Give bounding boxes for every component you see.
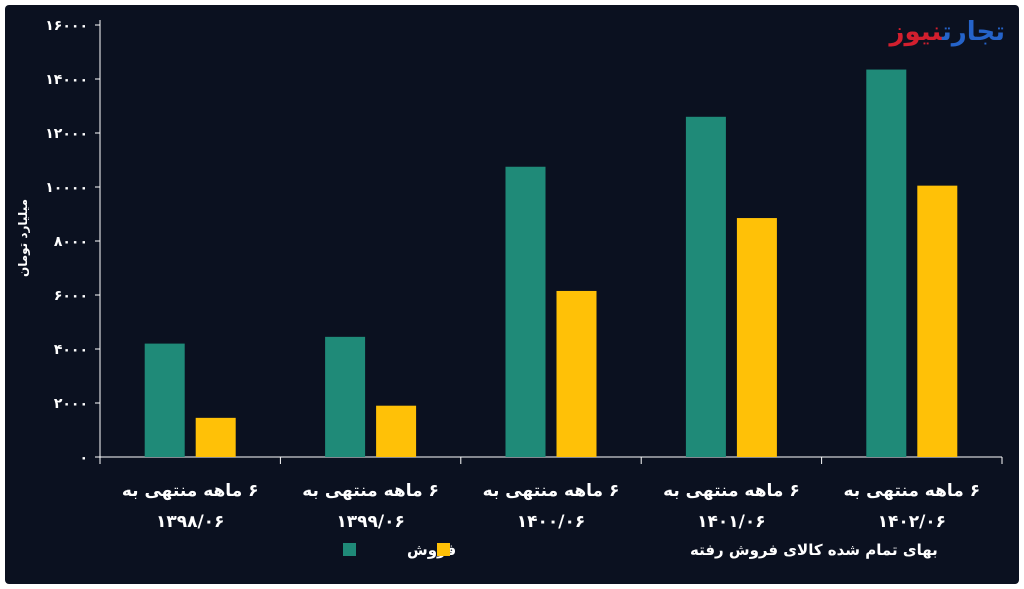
legend-label-cost: بهای تمام شده کالای فروش رفته	[690, 541, 938, 559]
bar-sales-0	[144, 343, 185, 457]
brand-logo: تجارتنیوز	[890, 17, 1006, 47]
x-category-label-line1: ۶ ماهه منتهی به	[843, 481, 980, 501]
y-axis-title: میلیارد تومان	[16, 199, 31, 277]
x-category-label-line1: ۶ ماهه منتهی به	[483, 481, 620, 501]
y-tick-label: ۸۰۰۰	[54, 234, 88, 250]
x-category-label-line2: ۱۳۹۹/۰۶	[336, 512, 404, 532]
x-category-label-line1: ۶ ماهه منتهی به	[302, 481, 439, 501]
x-category-label-line2: ۱۳۹۸/۰۶	[156, 512, 224, 532]
y-tick-label: ۰	[79, 450, 88, 466]
legend-swatch-sales	[343, 543, 356, 556]
legend-swatch-cost	[437, 543, 450, 556]
y-tick-label: ۱۰۰۰۰	[45, 180, 88, 196]
y-tick-label: ۱۴۰۰۰	[45, 72, 88, 88]
bar-cost-0	[195, 417, 236, 457]
bar-sales-1	[325, 336, 366, 457]
y-tick-label: ۱۲۰۰۰	[45, 126, 88, 142]
x-category-label-line2: ۱۴۰۱/۰۶	[697, 512, 765, 532]
logo-part-2: نیوز	[889, 17, 943, 47]
x-category-label-line2: ۱۴۰۲/۰۶	[878, 512, 946, 532]
bar-sales-3	[685, 116, 726, 458]
y-tick-label: ۶۰۰۰	[54, 288, 88, 304]
bar-cost-4	[917, 185, 958, 457]
y-tick-label: ۱۶۰۰۰	[45, 18, 88, 34]
bar-sales-2	[505, 166, 546, 457]
x-category-label-line2: ۱۴۰۰/۰۶	[517, 512, 585, 532]
bar-cost-3	[736, 218, 777, 457]
bar-cost-1	[376, 405, 417, 457]
x-category-label-line1: ۶ ماهه منتهی به	[122, 481, 259, 501]
bar-sales-4	[866, 69, 907, 458]
logo-part-1: تجارت	[942, 17, 1005, 47]
y-tick-label: ۲۰۰۰	[54, 396, 88, 412]
x-category-label-line1: ۶ ماهه منتهی به	[663, 481, 800, 501]
y-tick-label: ۴۰۰۰	[54, 342, 88, 358]
bar-cost-2	[556, 290, 597, 457]
